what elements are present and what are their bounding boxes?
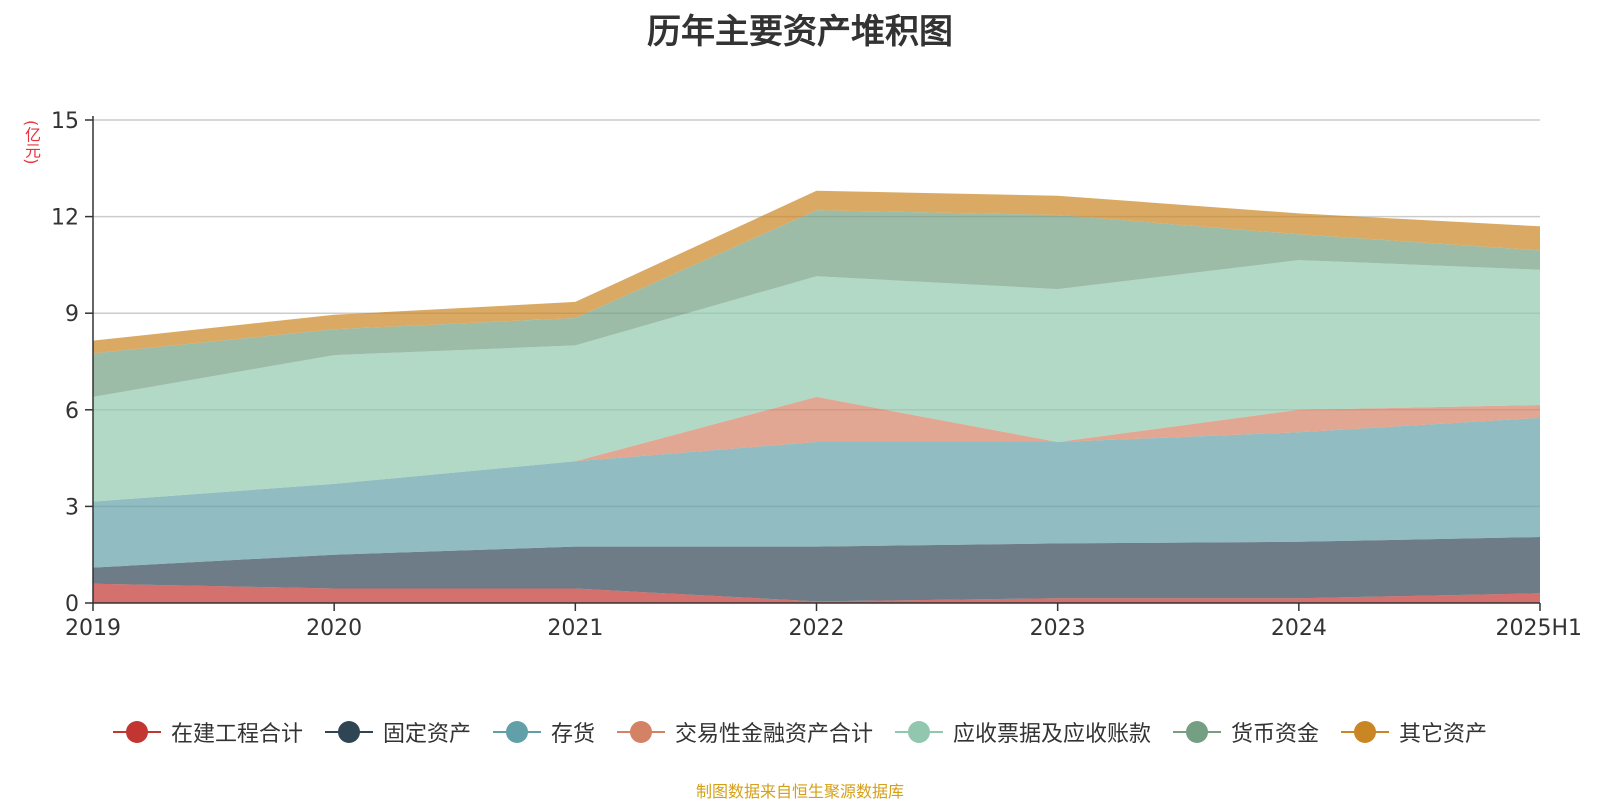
area-series-4	[93, 260, 1540, 502]
area-series-3	[93, 396, 1540, 502]
legend-marker-icon	[895, 720, 943, 744]
area-series-2	[93, 417, 1540, 568]
area-series-5	[93, 210, 1540, 397]
legend-item[interactable]: 固定资产	[324, 716, 471, 748]
legend-marker-icon	[1173, 720, 1222, 744]
legend-marker-icon	[492, 720, 541, 744]
legend-label: 应收票据及应收账款	[953, 722, 1152, 747]
legend-item[interactable]: 应收票据及应收账款	[895, 716, 1151, 748]
legend-marker-dot	[1354, 721, 1377, 743]
legend-marker-icon	[324, 720, 373, 744]
legend-item[interactable]: 在建工程合计	[112, 716, 303, 748]
legend-item[interactable]: 交易性金融资产合计	[616, 716, 873, 748]
stacked-area-chart: 0 3 6 9 12 15 2019 2020 2021 2022 2023 2024 2025H1	[51, 109, 1582, 641]
area-series-1	[93, 537, 1540, 602]
y-tick-label: 9	[65, 302, 79, 327]
legend-item[interactable]: 货币资金	[1173, 716, 1319, 748]
area-series-6	[93, 190, 1540, 354]
y-tick-label: 0	[65, 592, 79, 617]
legend-label: 其它资产	[1399, 722, 1488, 747]
axes: 0 3 6 9 12 15 2019 2020 2021 2022 2023 2024 2025H1	[51, 109, 1582, 641]
y-tick-label: 6	[65, 399, 79, 424]
x-tick-label: 2020	[306, 616, 362, 641]
area-series	[93, 190, 1540, 603]
legend-label: 货币资金	[1231, 722, 1320, 747]
legend-marker-dot	[337, 721, 360, 743]
legend-marker-dot	[629, 721, 652, 743]
legend: 在建工程合计 固定资产 存货 交易性金融资产合计 应收票据及应收账款 货币资金 其它资产	[0, 716, 1600, 748]
legend-marker-dot	[1186, 721, 1209, 743]
x-tick-label: 2019	[65, 616, 121, 641]
legend-label: 存货	[550, 722, 595, 747]
source-note: 制图数据来自恒生聚源数据库	[695, 782, 904, 801]
y-axis-unit-label: (亿元)	[22, 120, 41, 165]
x-tick-label: 2025H1	[1495, 616, 1582, 641]
x-tick-label: 2022	[789, 616, 845, 641]
chart-title: 历年主要资产堆积图	[647, 12, 953, 52]
y-tick-label: 15	[51, 109, 79, 134]
y-tick-label: 3	[65, 495, 79, 520]
x-tick-label: 2021	[547, 616, 603, 641]
legend-marker-icon	[112, 720, 161, 744]
legend-marker-icon	[616, 720, 665, 744]
y-tick-label: 12	[51, 206, 79, 231]
x-tick-label: 2023	[1030, 616, 1086, 641]
legend-label: 固定资产	[382, 722, 471, 747]
x-tick-label: 2024	[1271, 616, 1327, 641]
legend-label: 交易性金融资产合计	[674, 722, 873, 747]
legend-item[interactable]: 存货	[492, 716, 595, 748]
legend-marker-dot	[125, 721, 148, 743]
legend-marker-dot	[505, 721, 528, 743]
legend-label: 在建工程合计	[170, 722, 303, 747]
legend-marker-icon	[1341, 720, 1390, 744]
legend-item[interactable]: 其它资产	[1341, 716, 1487, 748]
area-series-0	[93, 583, 1540, 603]
legend-marker-dot	[908, 721, 930, 743]
